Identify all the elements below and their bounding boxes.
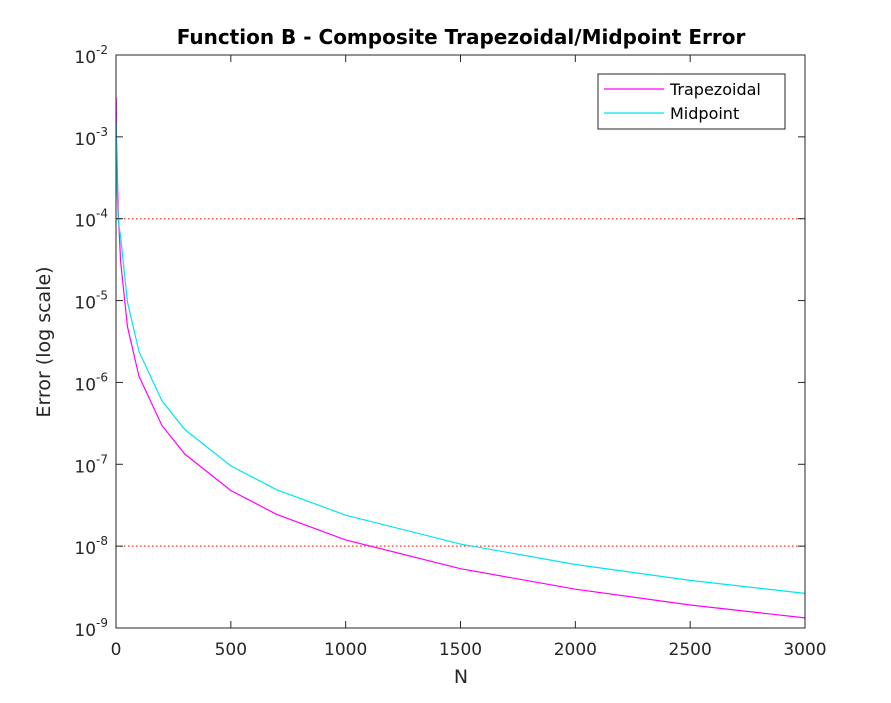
series-lines [115, 97, 806, 619]
y-tick-exponent: -6 [96, 370, 108, 384]
reference-lines [116, 218, 805, 547]
x-tick-label: 2500 [669, 640, 712, 660]
y-tick-exponent: -8 [96, 534, 108, 548]
y-tick-label: 10-3 [74, 125, 108, 150]
chart-title: Function B - Composite Trapezoidal/Midpo… [177, 25, 746, 49]
y-tick-base: 10 [74, 212, 96, 232]
y-tick-exponent: -2 [96, 43, 108, 57]
y-tick-label: 10-9 [74, 616, 108, 641]
x-tick-label: 500 [215, 640, 247, 660]
y-tick-exponent: -9 [96, 616, 108, 630]
y-tick-exponent: -5 [96, 289, 108, 303]
y-tick-exponent: -7 [96, 452, 108, 466]
y-tick-exponent: -3 [96, 125, 108, 139]
series-line-midpoint [115, 122, 806, 594]
x-tick-label: 3000 [783, 640, 826, 660]
y-tick-base: 10 [74, 48, 96, 68]
legend: Trapezoidal Midpoint [597, 73, 786, 130]
series-line-trapezoidal [115, 97, 806, 619]
y-tick-label: 10-6 [74, 370, 108, 395]
y-tick-base: 10 [74, 621, 96, 641]
legend-label-midpoint: Midpoint [670, 104, 739, 123]
y-axis-ticks: 10-910-810-710-610-510-410-310-2 [74, 43, 805, 641]
y-tick-label: 10-8 [74, 534, 108, 559]
x-axis-label: N [454, 666, 468, 688]
y-tick-label: 10-2 [74, 43, 108, 68]
legend-box [597, 73, 786, 130]
x-tick-label: 0 [111, 640, 122, 660]
y-tick-base: 10 [74, 294, 96, 314]
y-tick-exponent: -4 [96, 207, 108, 221]
y-axis-label: Error (log scale) [33, 266, 55, 417]
y-tick-base: 10 [74, 130, 96, 150]
legend-label-trapezoidal: Trapezoidal [669, 80, 761, 99]
y-tick-label: 10-7 [74, 452, 108, 477]
x-tick-label: 1000 [324, 640, 367, 660]
x-axis-ticks: 0 500 1000 1500 2000 2500 3000 [111, 55, 827, 660]
legend-items: Trapezoidal Midpoint [604, 80, 761, 123]
y-tick-base: 10 [74, 539, 96, 559]
y-tick-label: 10-5 [74, 289, 108, 314]
plot-area [116, 55, 805, 628]
x-tick-label: 2000 [554, 640, 597, 660]
y-tick-base: 10 [74, 457, 96, 477]
y-tick-label: 10-4 [74, 207, 108, 232]
x-tick-label: 1500 [439, 640, 482, 660]
y-tick-base: 10 [74, 375, 96, 395]
